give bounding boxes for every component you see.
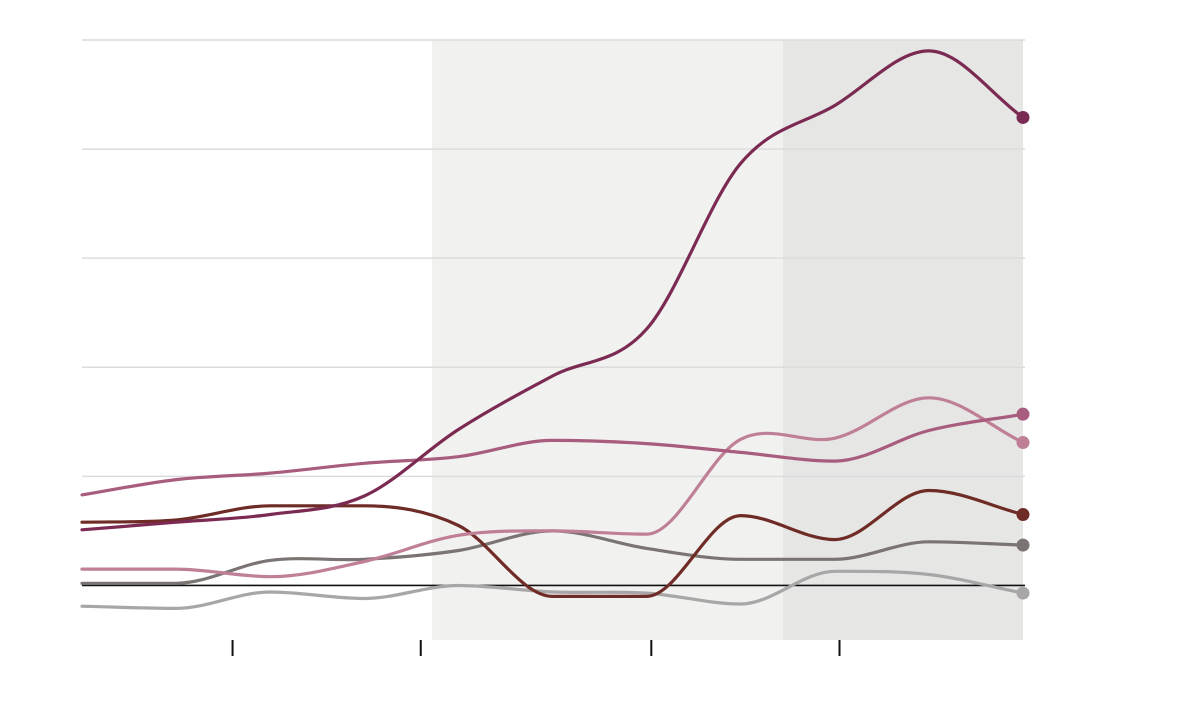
series-line-4	[80, 488, 1025, 599]
shaded-region-2	[783, 40, 1023, 640]
series-lines	[80, 49, 1025, 610]
series-end-point-6	[1016, 586, 1030, 600]
series-end-point-5	[1016, 538, 1030, 552]
shaded-regions	[432, 40, 1023, 640]
series-line-1	[80, 49, 1025, 532]
shaded-region-1	[432, 40, 784, 640]
gridlines	[82, 39, 1025, 478]
series-end-point-1	[1016, 110, 1030, 124]
x-axis-ticks	[231, 640, 841, 656]
series-end-point-2	[1016, 407, 1030, 421]
series-line-2	[80, 412, 1025, 497]
series-line-6	[80, 569, 1025, 610]
series-end-point-3	[1016, 436, 1030, 450]
series-line-3	[80, 396, 1025, 579]
series-end-point-4	[1016, 508, 1030, 522]
series-end-points	[1016, 110, 1030, 600]
